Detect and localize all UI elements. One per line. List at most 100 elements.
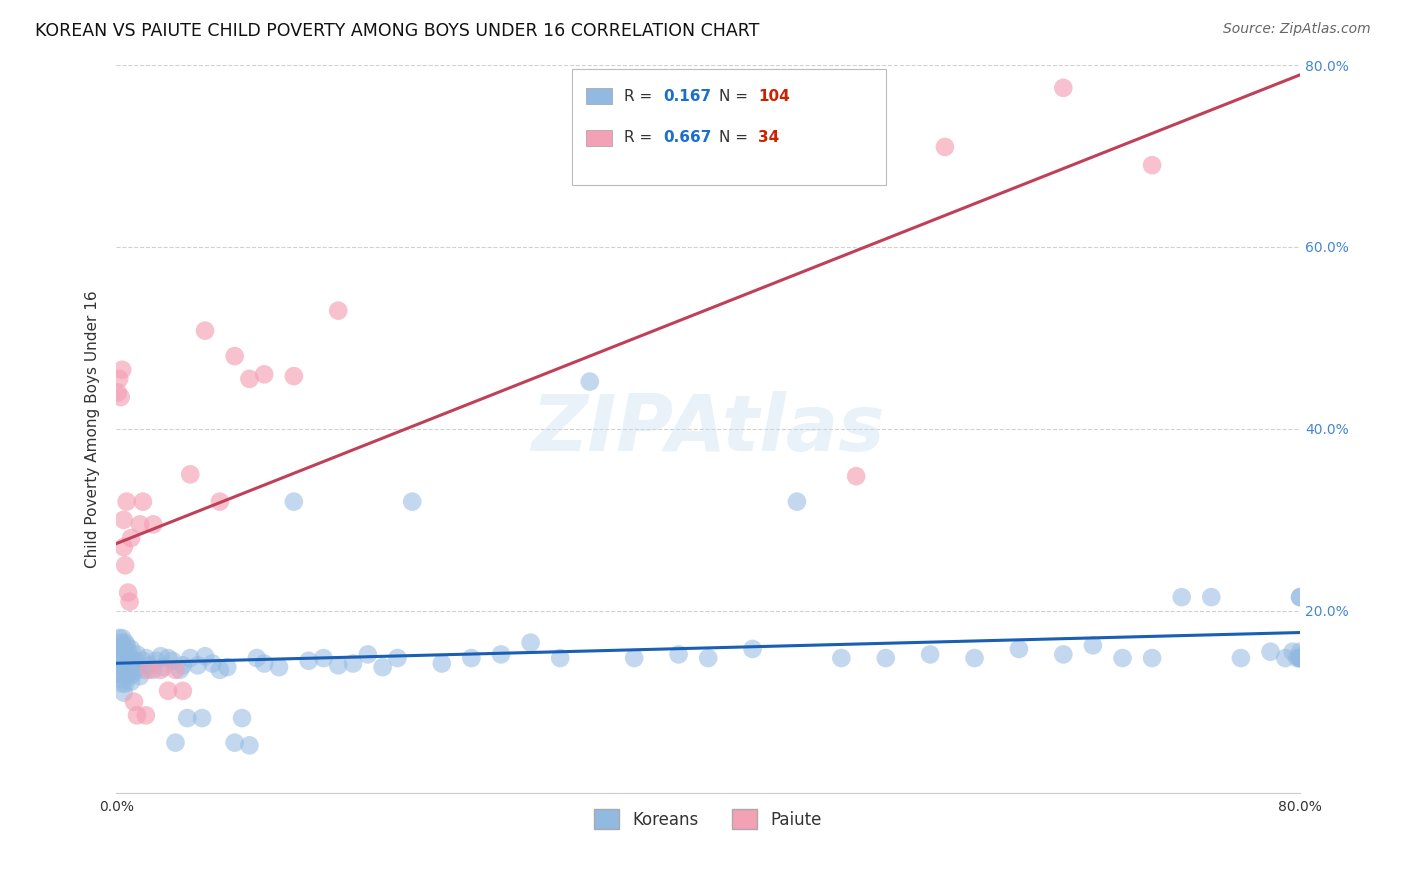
Point (121, 658, 143, 673)
Point (135, 651, 157, 665)
Point (519, 635, 541, 649)
Point (1289, 651, 1312, 665)
Text: Source: ZipAtlas.com: Source: ZipAtlas.com (1223, 22, 1371, 37)
Point (578, 375, 600, 389)
Point (157, 651, 180, 665)
Point (1289, 651, 1312, 665)
Point (920, 648, 942, 662)
Point (107, 640, 129, 654)
Point (253, 657, 276, 671)
Point (267, 660, 290, 674)
Point (238, 739, 260, 753)
Point (187, 658, 209, 673)
Point (283, 494, 305, 508)
Point (114, 654, 136, 668)
Point (124, 654, 146, 668)
Point (108, 631, 131, 645)
Point (697, 651, 720, 665)
Point (115, 638, 138, 652)
Bar (586, 130, 612, 146)
Point (1289, 645, 1312, 659)
Point (176, 711, 198, 725)
Text: 104: 104 (758, 89, 790, 103)
Point (107, 658, 129, 673)
Text: 34: 34 (758, 130, 779, 145)
Point (118, 651, 141, 665)
Point (118, 669, 141, 683)
Point (111, 645, 134, 659)
Point (135, 708, 157, 723)
Point (1274, 651, 1296, 665)
Point (298, 654, 321, 668)
Point (122, 665, 145, 680)
Point (371, 660, 394, 674)
Point (112, 540, 135, 554)
Point (328, 658, 350, 673)
Point (129, 517, 152, 532)
Point (342, 657, 364, 671)
Y-axis label: Child Poverty Among Boys Under 16: Child Poverty Among Boys Under 16 (86, 290, 100, 567)
Point (328, 303, 350, 318)
Text: 0.167: 0.167 (664, 89, 711, 103)
Point (115, 494, 138, 508)
Point (110, 654, 132, 668)
Point (1289, 590, 1312, 604)
Point (114, 558, 136, 573)
Point (246, 651, 269, 665)
Point (201, 657, 224, 671)
Legend: Koreans, Paiute: Koreans, Paiute (588, 803, 828, 835)
Point (118, 595, 141, 609)
Point (142, 517, 165, 532)
Point (387, 651, 409, 665)
Point (238, 372, 260, 386)
Point (111, 363, 134, 377)
Point (875, 651, 897, 665)
Point (149, 663, 172, 677)
Point (112, 649, 135, 664)
Bar (586, 88, 612, 104)
Point (120, 674, 142, 689)
Point (111, 676, 134, 690)
Point (1289, 651, 1312, 665)
Point (1140, 651, 1163, 665)
Point (312, 651, 335, 665)
Point (132, 654, 155, 668)
Point (668, 648, 690, 662)
Point (741, 642, 763, 657)
Point (1289, 590, 1312, 604)
Point (112, 640, 135, 654)
Point (111, 631, 134, 645)
Point (283, 369, 305, 384)
Point (142, 663, 165, 677)
Point (112, 513, 135, 527)
Point (134, 663, 156, 677)
Point (1201, 590, 1223, 604)
Point (253, 368, 276, 382)
Point (108, 649, 131, 664)
Point (191, 711, 214, 725)
Point (129, 669, 152, 683)
Point (132, 494, 155, 508)
Point (127, 660, 149, 674)
Point (115, 651, 138, 665)
Point (110, 390, 132, 404)
Point (125, 648, 148, 662)
Point (623, 651, 645, 665)
Point (401, 494, 423, 508)
Point (172, 658, 194, 673)
Point (217, 660, 239, 674)
Point (107, 385, 129, 400)
Point (231, 711, 253, 725)
Point (830, 651, 852, 665)
Point (1140, 158, 1163, 172)
Point (1230, 651, 1253, 665)
Point (963, 651, 986, 665)
Point (1008, 642, 1031, 657)
Point (1286, 651, 1309, 665)
Point (179, 467, 201, 482)
Point (108, 372, 131, 386)
Point (169, 663, 191, 677)
Point (460, 651, 482, 665)
Point (125, 708, 148, 723)
Point (1289, 651, 1312, 665)
